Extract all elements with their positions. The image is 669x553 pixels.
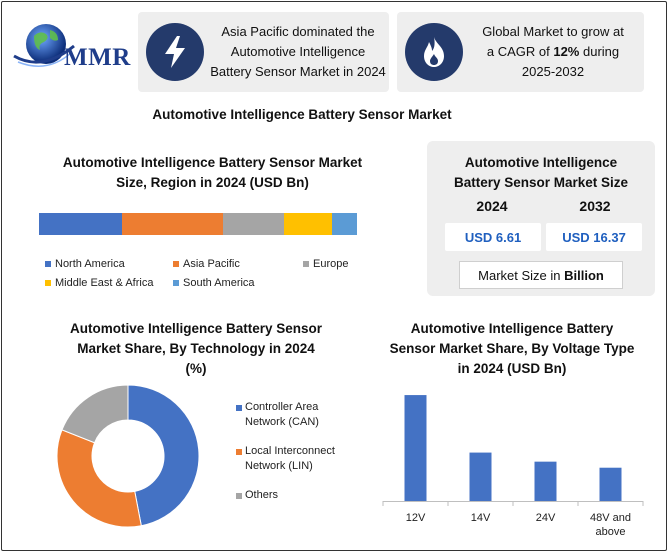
- region-chart-title-line: Size, Region in 2024 (USD Bn): [116, 175, 309, 190]
- region-chart-title-line: Automotive Intelligence Battery Sensor M…: [62, 155, 363, 170]
- legend-item-others: Others: [236, 488, 346, 503]
- header-card-region: Asia Pacific dominated the Automotive In…: [138, 12, 389, 92]
- legend-item-asia-pacific: Asia Pacific: [173, 258, 240, 270]
- legend-swatch: [173, 261, 179, 267]
- market-size-title-line: Automotive Intelligence: [464, 155, 618, 170]
- donut-slice-controller-area: [127, 384, 200, 527]
- cagr-line-1: Global Market to grow at: [482, 24, 624, 39]
- region-stacked-bar: [39, 213, 357, 235]
- donut-slice-others: [61, 384, 129, 444]
- header-card-cagr-text: Global Market to grow at a CAGR of 12% d…: [467, 22, 639, 82]
- legend-label: Asia Pacific: [183, 258, 240, 270]
- legend-swatch: [45, 280, 51, 286]
- x-tick-label: 14V: [471, 512, 491, 524]
- legend-swatch: [236, 405, 242, 411]
- legend-swatch: [303, 261, 309, 267]
- legend-item-middle-east-africa: Middle East & Africa: [45, 277, 153, 289]
- bar-24v: [534, 461, 557, 501]
- legend-item-controller-area: Controller Area Network (CAN): [236, 400, 346, 430]
- legend-label: Local Interconnect: [245, 445, 335, 457]
- x-tick-label: 48V and: [590, 512, 631, 524]
- bar-12v: [404, 395, 427, 501]
- flame-icon: [405, 23, 463, 81]
- legend-label: Controller Area: [245, 401, 319, 413]
- bar-48v-and-above: [599, 467, 622, 501]
- legend-label: Europe: [313, 258, 349, 270]
- voltage-bar-chart: 12V 14V 24V 48V and above: [382, 395, 644, 538]
- header-card-region-text: Asia Pacific dominated the Automotive In…: [208, 22, 388, 82]
- main-title: Automotive Intelligence Battery Sensor M…: [152, 107, 452, 122]
- year-2032-label: 2032: [579, 198, 611, 214]
- legend-item-north-america: North America: [45, 258, 125, 270]
- header-card-region-line: Asia Pacific dominated the: [221, 24, 375, 39]
- technology-chart-title-line: (%): [185, 361, 207, 376]
- market-size-card: Automotive Intelligence Battery Sensor M…: [427, 141, 655, 296]
- legend-item-south-america: South America: [173, 277, 255, 289]
- technology-chart-title: Automotive Intelligence Battery Sensor M…: [52, 319, 340, 379]
- lightning-bolt-icon: [146, 23, 204, 81]
- region-chart-title: Automotive Intelligence Battery Sensor M…: [40, 153, 385, 193]
- voltage-chart-title: Automotive Intelligence Battery Sensor M…: [377, 319, 647, 379]
- technology-chart-title-line: Market Share, By Technology in 2024: [77, 341, 315, 356]
- stack-segment-asia-pacific: [121, 213, 224, 235]
- mmr-logo: MMR: [12, 16, 130, 76]
- market-size-title-line: Battery Sensor Market Size: [453, 175, 629, 190]
- globe-icon: [13, 24, 75, 67]
- cagr-line-2-pre: a CAGR of: [486, 44, 554, 59]
- legend-swatch: [236, 493, 242, 499]
- legend-label: Network (LIN): [245, 460, 313, 472]
- unit-pre: Market Size in: [478, 267, 561, 283]
- x-tick-label: 12V: [406, 512, 426, 524]
- legend-swatch: [236, 449, 242, 455]
- value-2024: USD 6.61: [445, 223, 541, 251]
- cagr-line-2: a CAGR of 12% during: [467, 42, 639, 62]
- x-tick-label: 24V: [536, 512, 556, 524]
- stack-segment-south-america: [331, 213, 357, 235]
- bar-14v: [469, 452, 492, 501]
- legend-label: Others: [245, 489, 279, 501]
- stack-segment-middle-east-africa: [283, 213, 332, 235]
- header-card-cagr: Global Market to grow at a CAGR of 12% d…: [397, 12, 644, 92]
- donut-slice-local-interconnect: [56, 429, 142, 528]
- voltage-chart-title-line: in 2024 (USD Bn): [457, 361, 567, 376]
- legend-label: Middle East & Africa: [55, 277, 154, 289]
- legend-swatch: [45, 261, 51, 267]
- legend-label: North America: [55, 258, 125, 270]
- stack-segment-north-america: [39, 213, 122, 235]
- legend-item-europe: Europe: [303, 258, 348, 270]
- legend-item-local-interconnect: Local Interconnect Network (LIN): [236, 444, 346, 474]
- cagr-line-3: 2025-2032: [521, 64, 585, 79]
- technology-donut-chart: [56, 384, 200, 528]
- legend-label: South America: [183, 277, 255, 289]
- unit-bold: Billion: [564, 267, 604, 283]
- value-2032: USD 16.37: [546, 223, 642, 251]
- logo-text: MMR: [64, 44, 131, 71]
- voltage-chart-title-line: Automotive Intelligence Battery: [410, 321, 614, 336]
- stack-segment-europe: [223, 213, 284, 235]
- header-card-region-line: Battery Sensor Market in 2024: [210, 64, 386, 79]
- x-tick-label: above: [596, 526, 626, 538]
- technology-chart-title-line: Automotive Intelligence Battery Sensor: [69, 321, 323, 336]
- cagr-line-2-post: during: [579, 44, 620, 59]
- voltage-chart-title-line: Sensor Market Share, By Voltage Type: [389, 341, 635, 356]
- market-size-unit: Market Size in Billion: [459, 261, 623, 289]
- cagr-value: 12%: [553, 44, 580, 59]
- legend-swatch: [173, 280, 179, 286]
- legend-label: Network (CAN): [245, 416, 319, 428]
- year-2024-label: 2024: [476, 198, 508, 214]
- market-size-title: Automotive Intelligence Battery Sensor M…: [427, 153, 655, 193]
- header-card-region-line: Automotive Intelligence: [230, 44, 366, 59]
